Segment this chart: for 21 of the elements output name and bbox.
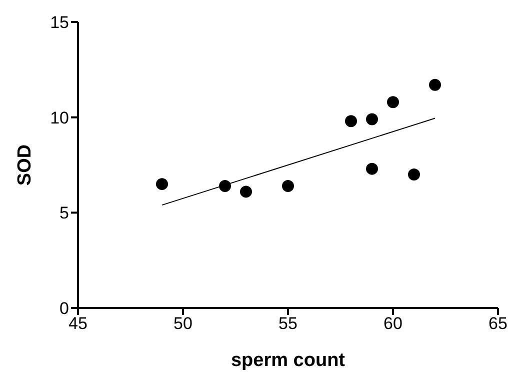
x-tick-label: 50 xyxy=(174,314,192,334)
point xyxy=(282,180,294,192)
point xyxy=(408,168,420,181)
x-tick-label: 45 xyxy=(68,314,88,334)
x-axis-title: sperm count xyxy=(230,350,346,371)
y-tick-label: 15 xyxy=(50,13,69,32)
point xyxy=(366,162,378,175)
y-tick-label: 10 xyxy=(50,108,69,128)
point xyxy=(240,186,252,198)
y-tick-label: 0 xyxy=(60,299,69,318)
point xyxy=(219,180,231,192)
point xyxy=(366,113,378,126)
x-tick-label: 65 xyxy=(488,314,508,334)
point xyxy=(345,115,357,128)
point xyxy=(156,178,168,190)
point xyxy=(429,78,441,91)
x-tick-label: 60 xyxy=(384,314,402,334)
x-tick-label: 55 xyxy=(278,314,298,334)
point xyxy=(387,96,399,108)
y-tick-label: 5 xyxy=(60,204,69,223)
y-axis-title: SOD xyxy=(14,144,36,186)
